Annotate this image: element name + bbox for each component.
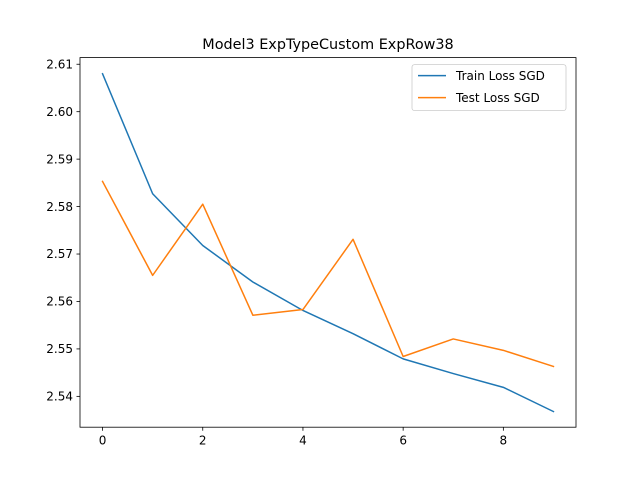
y-tick-label: 2.57 bbox=[46, 247, 73, 261]
y-tick-label: 2.60 bbox=[46, 105, 73, 119]
y-axis: 2.54 2.55 2.56 2.57 2.58 2.59 2.60 2.61 bbox=[46, 57, 80, 404]
legend-label: Train Loss SGD bbox=[455, 69, 545, 83]
y-tick-label: 2.55 bbox=[46, 342, 73, 356]
x-tick-label: 4 bbox=[299, 434, 307, 448]
x-tick-label: 6 bbox=[399, 434, 407, 448]
axes-frame bbox=[79, 57, 577, 428]
legend: Train Loss SGD Test Loss SGD bbox=[411, 64, 567, 111]
y-tick-label: 2.61 bbox=[46, 57, 73, 71]
y-tick-label: 2.56 bbox=[46, 295, 73, 309]
x-axis: 0 2 4 6 8 bbox=[99, 427, 507, 448]
series-line-test-loss bbox=[101, 180, 555, 368]
series-layer bbox=[101, 72, 555, 413]
legend-label: Test Loss SGD bbox=[455, 91, 540, 105]
chart-title: Model3 ExpTypeCustom ExpRow38 bbox=[202, 37, 453, 53]
x-tick-label: 2 bbox=[199, 434, 207, 448]
y-tick-label: 2.58 bbox=[46, 200, 73, 214]
y-tick-label: 2.59 bbox=[46, 152, 73, 166]
x-tick-label: 8 bbox=[500, 434, 508, 448]
y-tick-label: 2.54 bbox=[46, 390, 73, 404]
series-line-train-loss bbox=[101, 72, 555, 413]
legend-box bbox=[411, 64, 567, 111]
x-tick-label: 0 bbox=[99, 434, 107, 448]
